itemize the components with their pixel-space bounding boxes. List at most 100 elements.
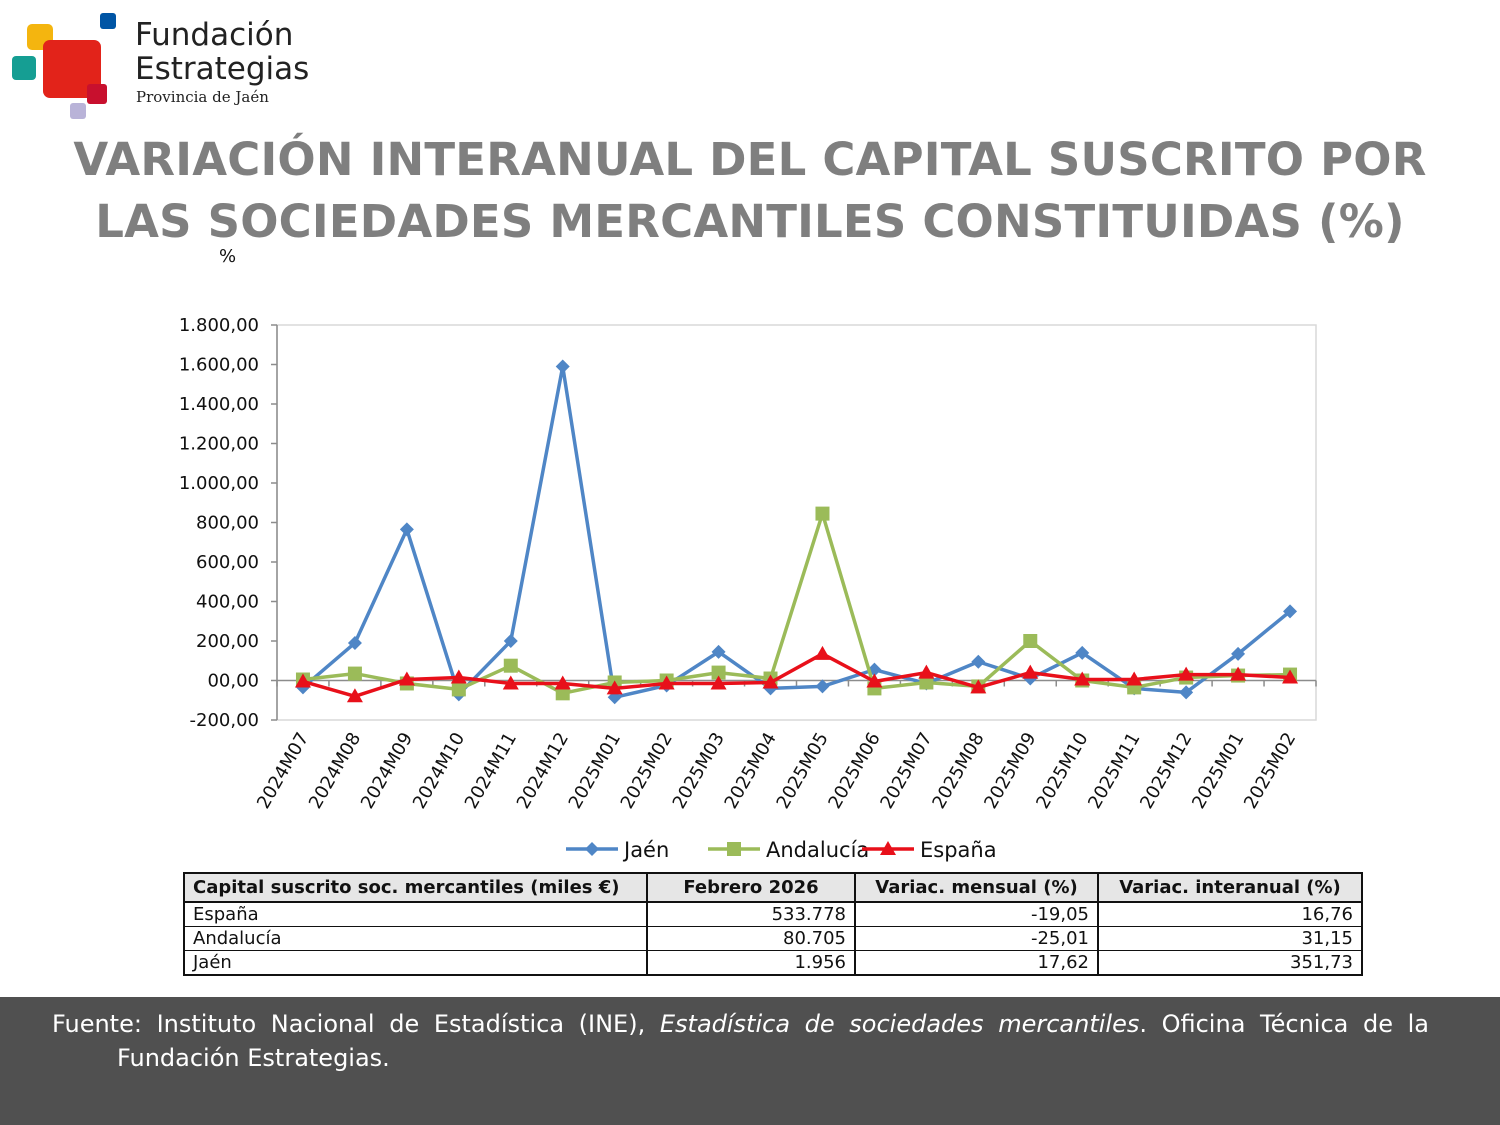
data-point-2 xyxy=(294,673,311,688)
table-cell-monthly: -19,05 xyxy=(854,902,1099,927)
data-point-0 xyxy=(815,679,830,694)
footer-bar xyxy=(0,997,1500,1125)
data-point-1 xyxy=(815,506,830,521)
table-row: Jaén 1.956 17,62 351,73 xyxy=(183,950,1363,976)
logo-square-lavender xyxy=(70,103,86,119)
y-tick-label: -200,00 xyxy=(190,710,259,731)
table-cell-value: 80.705 xyxy=(646,926,856,951)
x-tick-label: 2024M11 xyxy=(461,729,521,812)
data-point-2 xyxy=(398,671,415,686)
table-header-cell: Variac. mensual (%) xyxy=(854,872,1099,903)
y-tick-label: 400,00 xyxy=(196,592,259,613)
page-title-line1: VARIACIÓN INTERANUAL DEL CAPITAL SUSCRIT… xyxy=(73,133,1427,186)
series-line-2 xyxy=(302,652,1291,699)
brand-logo: Fundación Estrategias Provincia de Jaén xyxy=(0,0,320,125)
y-tick-label: 1.800,00 xyxy=(179,315,259,336)
y-tick-label: 1.400,00 xyxy=(179,394,259,415)
data-point-1 xyxy=(919,675,934,690)
data-point-0 xyxy=(347,635,362,650)
x-tick-label: 2025M10 xyxy=(1032,729,1092,812)
x-tick-label: 2024M12 xyxy=(513,729,573,812)
table-cell-monthly: -25,01 xyxy=(854,926,1099,951)
data-point-0 xyxy=(971,654,986,669)
table-cell-yearly: 16,76 xyxy=(1097,902,1363,927)
data-point-0 xyxy=(1283,604,1298,619)
footer-source-line1: Fuente: Instituto Nacional de Estadístic… xyxy=(52,1007,1429,1041)
x-tick-label: 2025M01 xyxy=(1188,729,1248,812)
data-point-1 xyxy=(503,658,518,673)
table-cell-region: Andalucía xyxy=(183,926,648,951)
x-tick-label: 2025M08 xyxy=(928,729,988,812)
summary-table: Capital suscrito soc. mercantiles (miles… xyxy=(183,872,1363,976)
data-point-0 xyxy=(711,644,726,659)
page-title-line2: LAS SOCIEDADES MERCANTILES CONSTITUIDAS … xyxy=(95,195,1405,248)
y-tick-label: 600,00 xyxy=(196,552,259,573)
x-tick-label: 2025M01 xyxy=(565,729,625,812)
x-tick-label: 2024M10 xyxy=(409,729,469,812)
table-cell-region: España xyxy=(183,902,648,927)
x-tick-label: 2024M09 xyxy=(357,729,417,812)
data-point-2 xyxy=(710,675,727,690)
data-point-2 xyxy=(606,680,623,695)
x-tick-label: 2025M11 xyxy=(1084,729,1144,812)
data-point-1 xyxy=(1023,634,1038,648)
x-tick-label: 2025M07 xyxy=(876,729,936,812)
data-point-2 xyxy=(918,664,935,679)
y-tick-label: 800,00 xyxy=(196,513,259,534)
line-chart: -200,00 00,00 200,00 400,00 600,00 800,00 1.00… xyxy=(179,315,1317,862)
table-cell-value: 1.956 xyxy=(646,950,856,976)
data-point-0 xyxy=(1075,645,1090,660)
data-point-2 xyxy=(450,669,467,684)
x-tick-label: 2025M02 xyxy=(1240,729,1300,812)
table-header-cell: Capital suscrito soc. mercantiles (miles… xyxy=(183,872,648,903)
data-point-0 xyxy=(399,522,414,537)
data-point-2 xyxy=(762,674,779,689)
brand-name-line1: Fundación xyxy=(135,17,294,53)
data-point-2 xyxy=(1282,669,1299,684)
logo-square-blue xyxy=(100,13,116,29)
logo-square-teal xyxy=(12,56,36,80)
x-tick-label: 2024M08 xyxy=(305,729,365,812)
data-point-2 xyxy=(814,645,831,660)
x-tick-label: 2025M03 xyxy=(669,729,729,812)
data-point-2 xyxy=(1022,664,1039,679)
x-tick-label: 2024M07 xyxy=(253,729,313,812)
table-row: Andalucía 80.705 -25,01 31,15 xyxy=(183,926,1363,951)
y-tick-label: 1.000,00 xyxy=(179,473,259,494)
data-point-2 xyxy=(554,675,571,690)
legend-label: Andalucía xyxy=(766,838,869,862)
x-tick-label: 2025M06 xyxy=(824,729,884,812)
table-header-cell: Variac. interanual (%) xyxy=(1097,872,1363,903)
table-cell-monthly: 17,62 xyxy=(854,950,1099,976)
legend-label: España xyxy=(920,838,997,862)
y-tick-label: 00,00 xyxy=(207,671,259,692)
data-point-1 xyxy=(711,665,726,680)
x-tick-label: 2025M09 xyxy=(980,729,1040,812)
table-cell-yearly: 31,15 xyxy=(1097,926,1363,951)
legend-label: Jaén xyxy=(622,838,669,862)
table-header-cell: Febrero 2026 xyxy=(646,872,856,903)
table-header-row: Capital suscrito soc. mercantiles (miles… xyxy=(183,872,1363,903)
table-row: España 533.778 -19,05 16,76 xyxy=(183,902,1363,927)
y-tick-label: 1.600,00 xyxy=(179,355,259,376)
footer-source-title: Estadística de sociedades mercantiles xyxy=(659,1010,1140,1038)
y-tick-label: 200,00 xyxy=(196,631,259,652)
data-point-2 xyxy=(502,675,519,690)
data-point-2 xyxy=(970,679,987,694)
legend-swatch-marker xyxy=(880,841,896,855)
series-line-1 xyxy=(302,511,1291,696)
brand-name-line2: Estrategias xyxy=(135,51,310,87)
data-point-1 xyxy=(451,682,466,697)
footer-source-suffix: . Oficina Técnica de la xyxy=(1139,1010,1429,1038)
data-point-2 xyxy=(346,688,363,703)
x-tick-label: 2025M12 xyxy=(1136,729,1196,812)
data-point-0 xyxy=(503,634,518,648)
legend-swatch-marker xyxy=(727,842,741,856)
data-point-2 xyxy=(866,673,883,688)
logo-mark xyxy=(12,13,116,119)
y-tick-label: 1.200,00 xyxy=(179,434,259,455)
x-tick-label: 2025M02 xyxy=(617,729,677,812)
data-point-0 xyxy=(555,359,570,374)
legend-swatch-marker xyxy=(585,842,599,856)
y-axis-unit: % xyxy=(219,246,237,267)
